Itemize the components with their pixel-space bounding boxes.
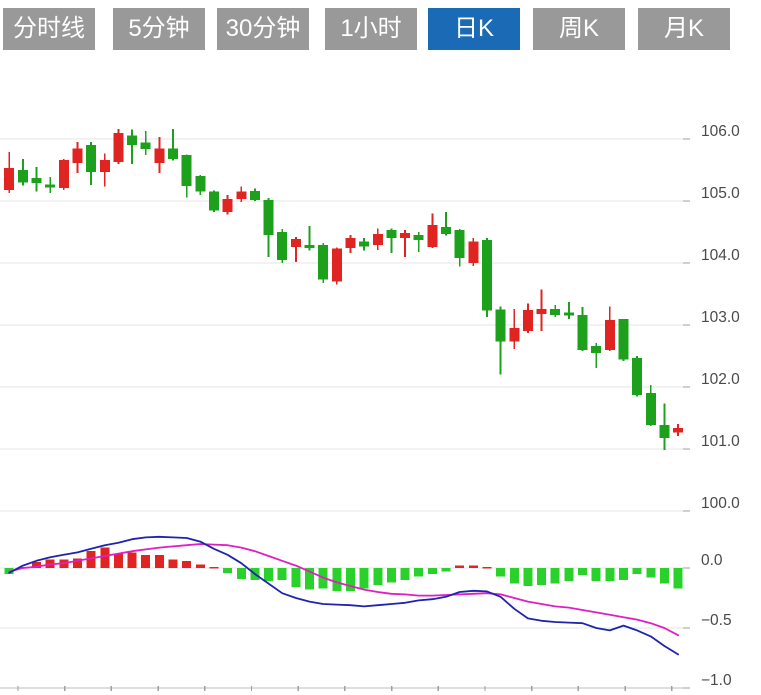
svg-text:102.0: 102.0: [701, 371, 740, 388]
svg-text:100.0: 100.0: [701, 495, 740, 512]
tab-monthly-k[interactable]: 月K: [638, 8, 730, 50]
svg-text:104.0: 104.0: [701, 247, 740, 264]
svg-text:0.0: 0.0: [701, 552, 723, 569]
svg-text:105.0: 105.0: [701, 185, 740, 202]
x-axis: [17, 686, 673, 691]
tab-time-line[interactable]: 分时线: [3, 8, 95, 50]
svg-text:−0.5: −0.5: [701, 612, 732, 629]
axis-labels: 106.0 105.0 104.0 103.0 102.0 101.0 100.0 0.0 −0…: [701, 123, 740, 689]
svg-text:101.0: 101.0: [701, 433, 740, 450]
tab-30min[interactable]: 30分钟: [217, 8, 309, 50]
tab-weekly-k[interactable]: 周K: [533, 8, 625, 50]
candles-layer: [4, 129, 684, 451]
svg-text:106.0: 106.0: [701, 123, 740, 140]
tab-daily-k[interactable]: 日K: [428, 8, 520, 50]
svg-text:−1.0: −1.0: [701, 672, 732, 689]
tab-1hour[interactable]: 1小时: [325, 8, 417, 50]
svg-text:103.0: 103.0: [701, 309, 740, 326]
tab-5min[interactable]: 5分钟: [113, 8, 205, 50]
interval-tabbar: 分时线 5分钟 30分钟 1小时 日K 周K 月K: [0, 8, 761, 50]
macd-lines: [8, 535, 679, 656]
